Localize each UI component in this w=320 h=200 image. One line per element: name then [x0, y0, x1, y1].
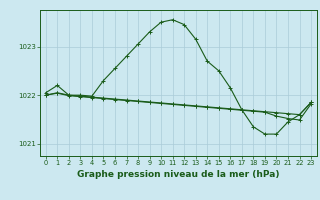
X-axis label: Graphe pression niveau de la mer (hPa): Graphe pression niveau de la mer (hPa) — [77, 170, 280, 179]
